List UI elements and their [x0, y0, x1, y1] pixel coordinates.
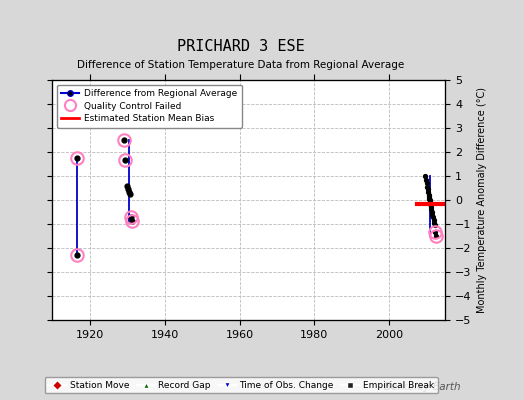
- Text: Berkeley Earth: Berkeley Earth: [385, 382, 461, 392]
- Y-axis label: Monthly Temperature Anomaly Difference (°C): Monthly Temperature Anomaly Difference (…: [477, 87, 487, 313]
- Text: PRICHARD 3 ESE: PRICHARD 3 ESE: [177, 39, 305, 54]
- Legend: Station Move, Record Gap, Time of Obs. Change, Empirical Break: Station Move, Record Gap, Time of Obs. C…: [45, 377, 438, 394]
- Text: Difference of Station Temperature Data from Regional Average: Difference of Station Temperature Data f…: [78, 60, 405, 70]
- Legend: Difference from Regional Average, Quality Control Failed, Estimated Station Mean: Difference from Regional Average, Qualit…: [57, 84, 242, 128]
